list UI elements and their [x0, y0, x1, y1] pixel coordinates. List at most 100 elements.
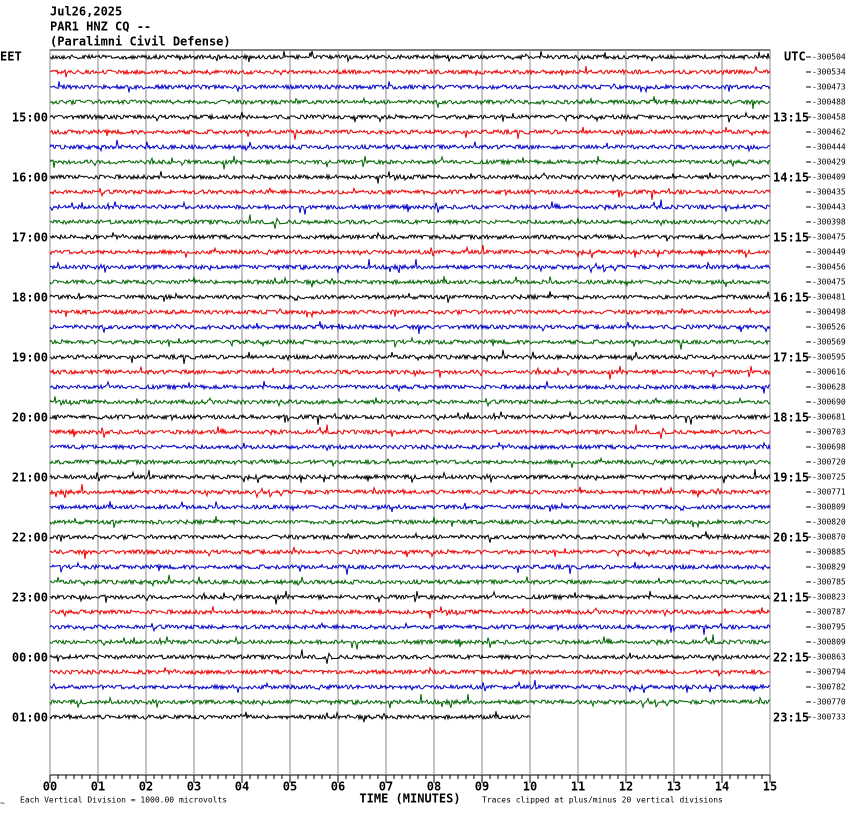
trace-offset: -300462 — [812, 128, 846, 137]
clip-note: Traces clipped at plus/minus 20 vertical… — [482, 796, 723, 805]
trace-offset: -300475 — [812, 278, 846, 287]
trace — [49, 424, 771, 439]
trace-offset: -300698 — [812, 443, 846, 452]
trace — [49, 214, 771, 229]
trace-offset: -300456 — [812, 263, 846, 272]
trace — [49, 50, 771, 64]
x-tick-label: 15 — [763, 780, 777, 794]
station: PAR1 HNZ CQ -- — [50, 20, 151, 34]
trace-offset: -300733 — [812, 713, 846, 722]
trace-offset: -300498 — [812, 308, 846, 317]
trace — [49, 456, 771, 468]
trace — [49, 574, 771, 588]
trace — [49, 380, 771, 394]
x-tick-label: 09 — [475, 780, 489, 794]
trace-offset: -300829 — [812, 563, 846, 572]
trace-offset: -300435 — [812, 188, 846, 197]
left-time-label: 01:00 — [12, 711, 48, 725]
x-axis-title: TIME (MINUTES) — [359, 792, 460, 806]
x-tick-label: 11 — [571, 780, 585, 794]
right-time-label: 16:15 — [773, 291, 809, 305]
plot-frame — [49, 49, 771, 776]
trace — [49, 531, 771, 543]
trace-offset: -300703 — [812, 428, 846, 437]
trace-offset: -300771 — [812, 488, 846, 497]
trace — [49, 155, 771, 170]
logo: ~ — [0, 799, 5, 808]
trace — [49, 306, 771, 319]
trace-offset: -300863 — [812, 653, 846, 662]
trace — [49, 66, 771, 78]
right-time-label: 18:15 — [773, 411, 809, 425]
trace-offset: -300770 — [812, 698, 846, 707]
trace — [49, 126, 771, 140]
trace — [49, 694, 771, 710]
trace — [49, 561, 771, 575]
trace — [49, 469, 771, 484]
left-time-label: 23:00 — [12, 591, 48, 605]
left-time-label: 21:00 — [12, 471, 48, 485]
trace — [49, 634, 771, 650]
trace-offset: -300526 — [812, 323, 846, 332]
trace — [49, 231, 770, 242]
x-tick-label: 02 — [139, 780, 153, 794]
trace-offset: -300504 — [812, 53, 846, 62]
left-time-label: 22:00 — [12, 531, 48, 545]
left-time-label: 18:00 — [12, 291, 48, 305]
x-tick-label: 12 — [619, 780, 633, 794]
trace-offset: -300628 — [812, 383, 846, 392]
trace — [49, 621, 771, 635]
scale-note: Each Vertical Division = 1000.00 microvo… — [20, 796, 227, 805]
x-tick-label: 05 — [283, 780, 297, 794]
trace — [49, 710, 531, 723]
trace-offset: -300473 — [812, 83, 846, 92]
trace — [49, 111, 771, 123]
x-tick-label: 07 — [379, 780, 393, 794]
right-time-label: 17:15 — [773, 351, 809, 365]
trace — [49, 259, 771, 275]
trace-offset: -300809 — [812, 638, 846, 647]
left-time-label: 19:00 — [12, 351, 48, 365]
trace-offset: -300785 — [812, 578, 846, 587]
x-tick-label: 03 — [187, 780, 201, 794]
trace-offset: -300458 — [812, 113, 846, 122]
right-time-label: 15:15 — [773, 231, 809, 245]
x-tick-label: 04 — [235, 780, 249, 794]
right-time-label: 13:15 — [773, 111, 809, 125]
x-tick-label: 06 — [331, 780, 345, 794]
trace-offset: -300481 — [812, 293, 846, 302]
x-tick-label: 08 — [427, 780, 441, 794]
date: Jul26,2025 — [50, 5, 122, 19]
trace-offset: -300475 — [812, 233, 846, 242]
trace-offset: -300534 — [812, 68, 846, 77]
trace-offset: -300409 — [812, 173, 846, 182]
trace — [49, 321, 771, 335]
trace — [49, 81, 771, 94]
x-tick-label: 10 — [523, 780, 537, 794]
trace-offset: -300569 — [812, 338, 846, 347]
trace — [49, 516, 771, 529]
trace-offset: -300820 — [812, 518, 846, 527]
right-axis-title: UTC — [784, 50, 806, 64]
trace — [49, 410, 771, 425]
trace-offset: -300595 — [812, 353, 846, 362]
trace-offset: -300823 — [812, 593, 846, 602]
trace-offset: -300429 — [812, 158, 846, 167]
trace — [49, 679, 771, 694]
trace — [49, 590, 771, 605]
left-axis-title: EET — [0, 50, 22, 64]
trace — [49, 349, 771, 364]
trace — [49, 606, 771, 619]
trace-offset: -300885 — [812, 548, 846, 557]
left-time-label: 20:00 — [12, 411, 48, 425]
x-tick-label: 14 — [715, 780, 729, 794]
trace — [49, 199, 771, 215]
trace-offset: -300809 — [812, 503, 846, 512]
trace — [49, 546, 771, 560]
left-time-label: 16:00 — [12, 171, 48, 185]
left-time-label: 00:00 — [12, 651, 48, 665]
trace — [49, 441, 771, 452]
trace-offset: -300690 — [812, 398, 846, 407]
trace-offset: -300444 — [812, 143, 846, 152]
